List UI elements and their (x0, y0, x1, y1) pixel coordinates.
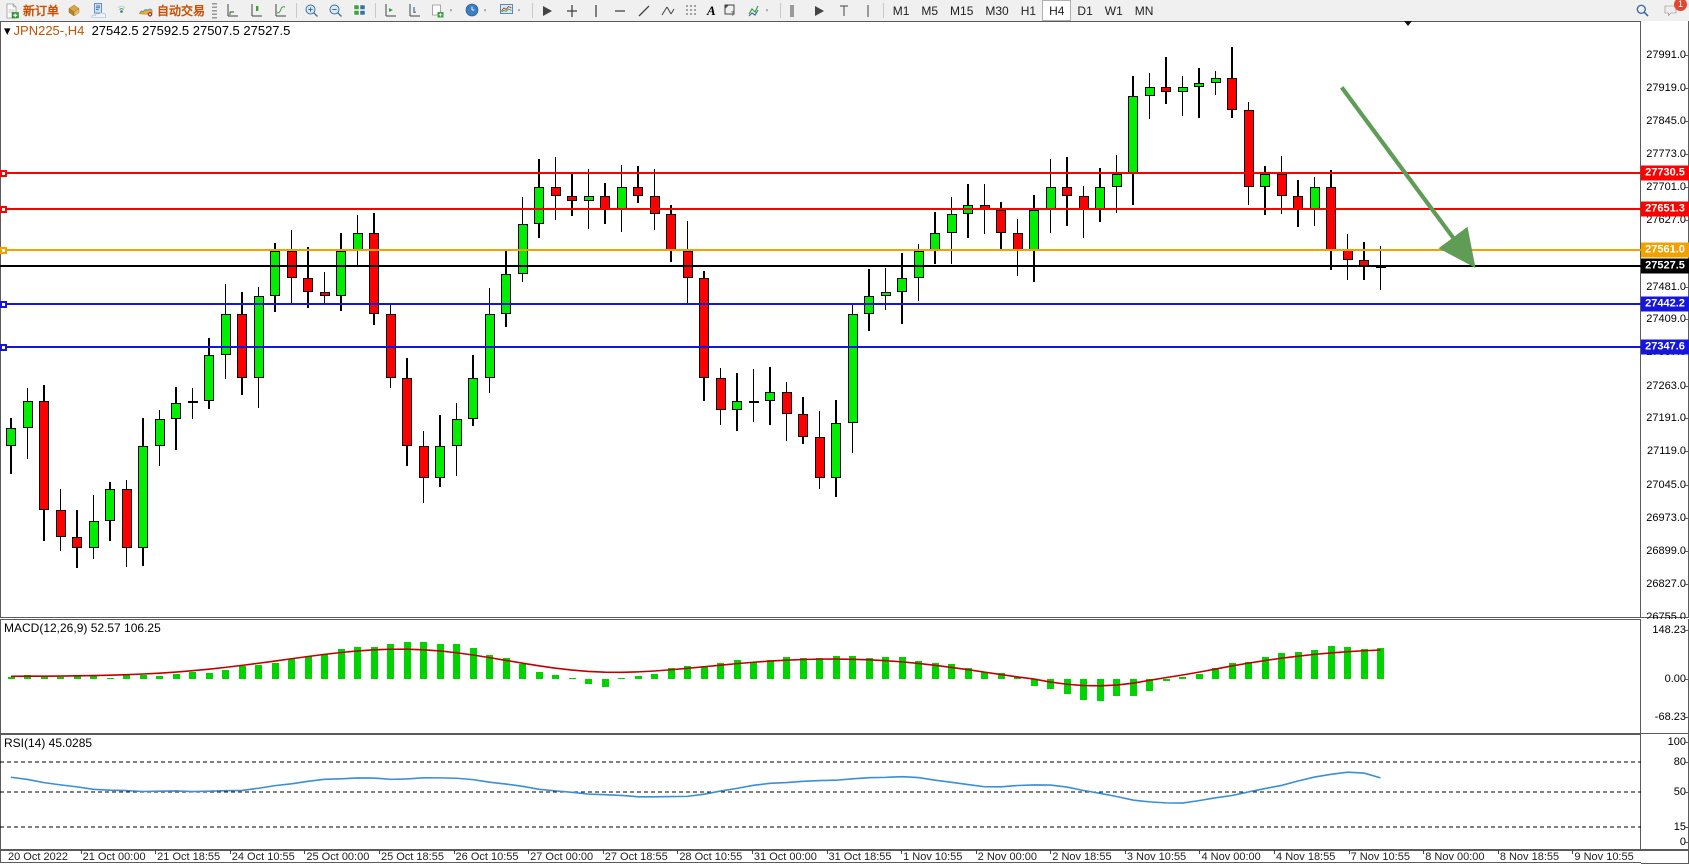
svg-text:T: T (731, 12, 735, 18)
